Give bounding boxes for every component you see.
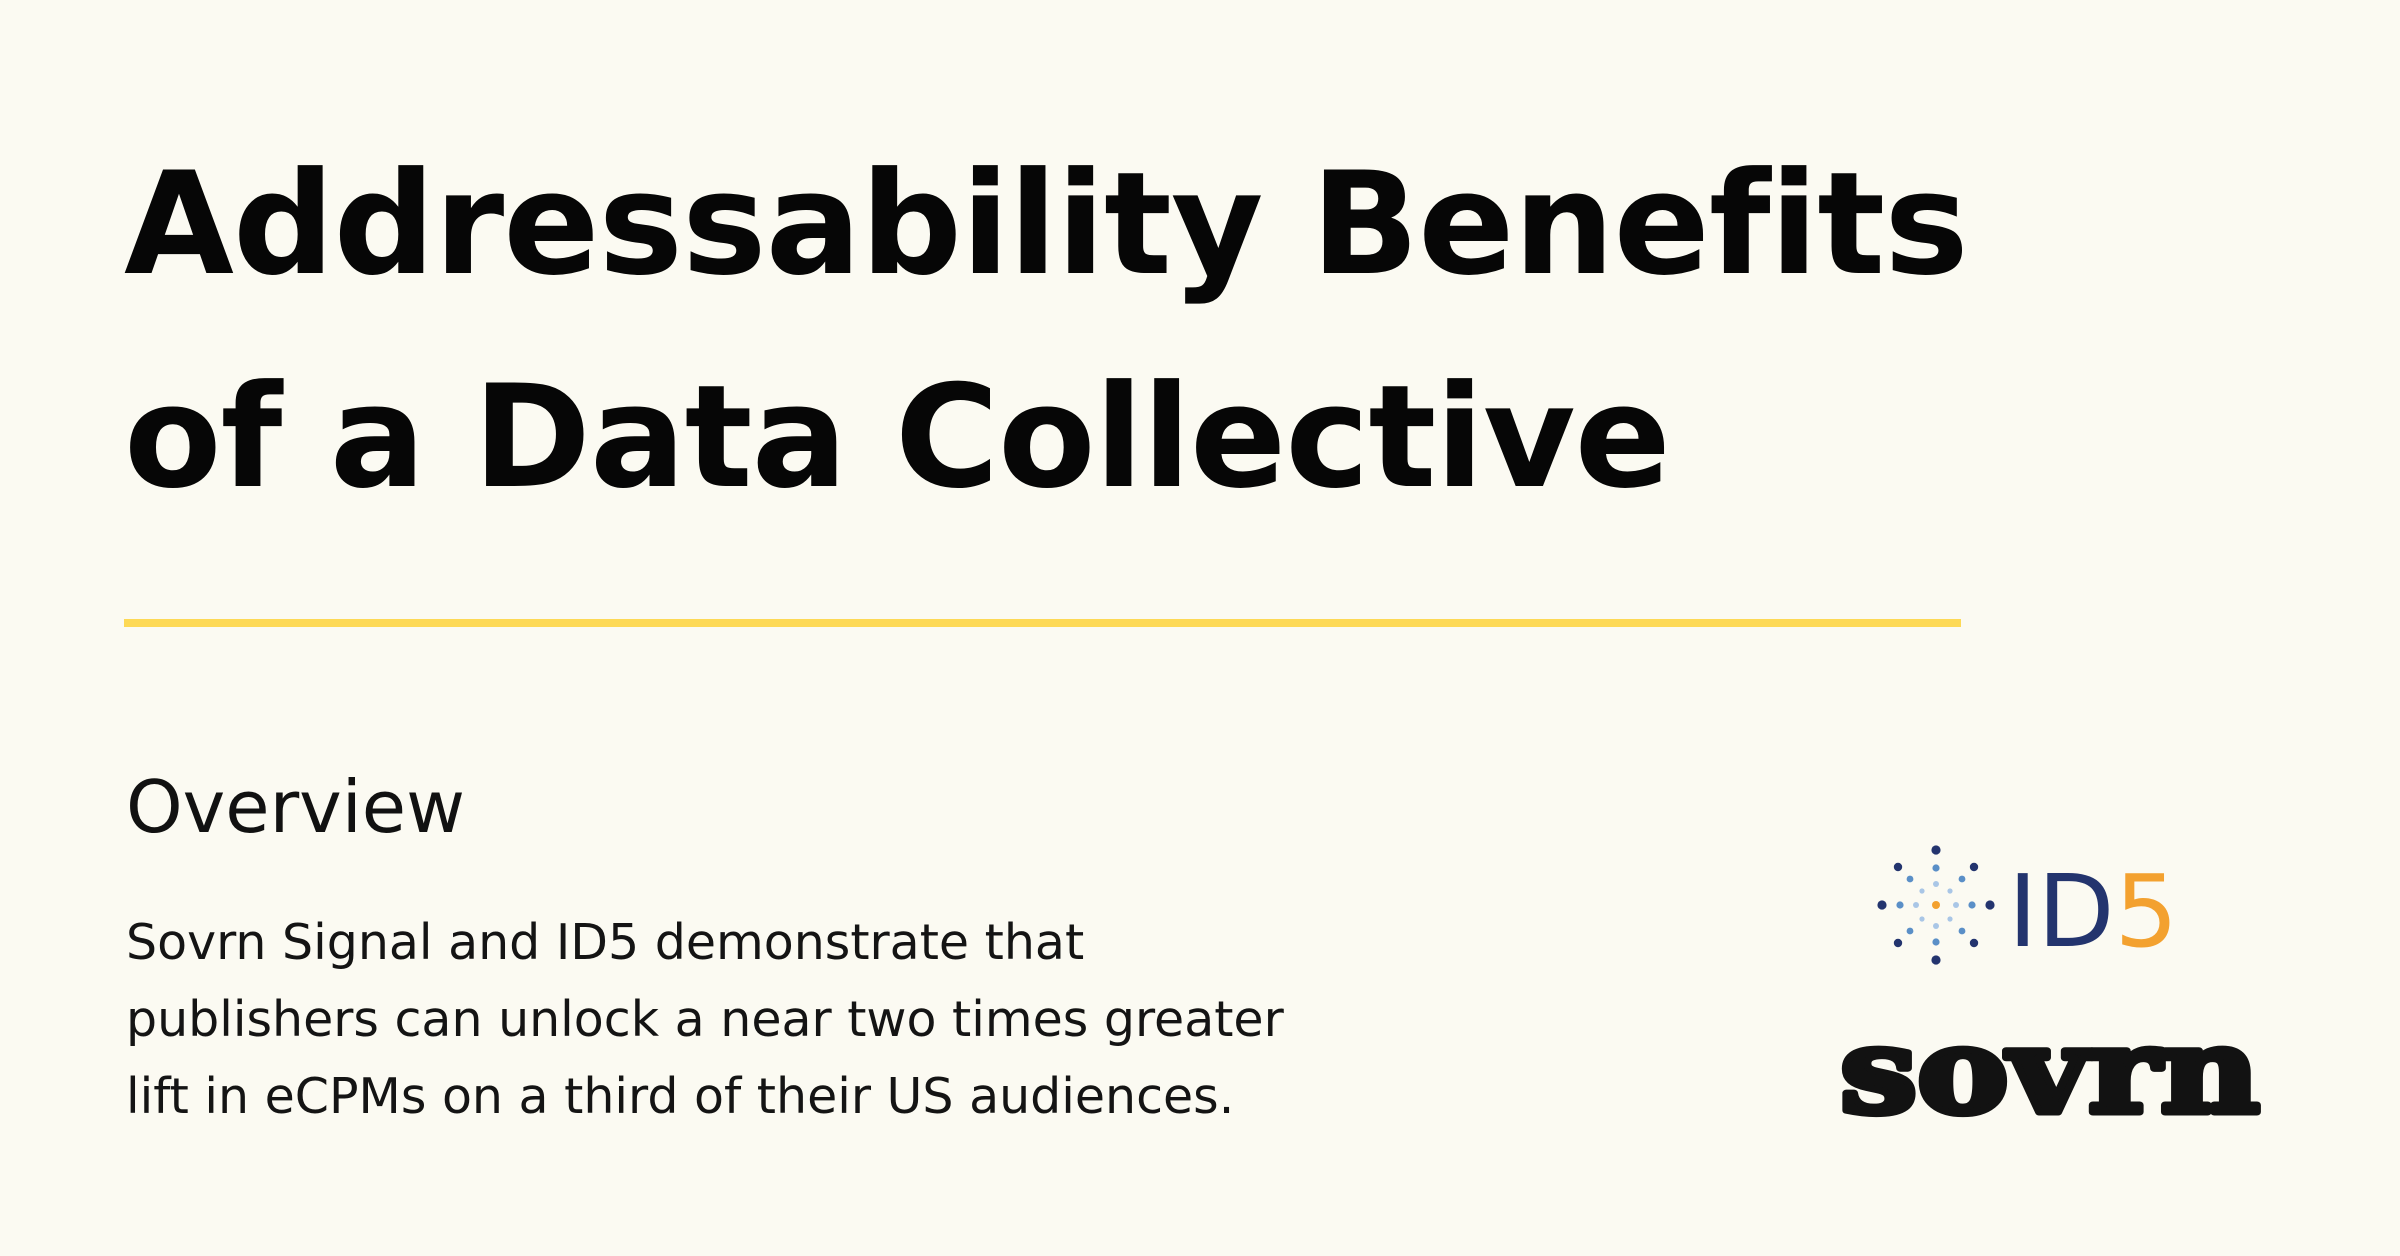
title-line-2: of a Data Collective [124,355,1671,520]
page-title: Addressability Benefits of a Data Collec… [124,118,2124,544]
svg-text:ID5: ID5 [2008,853,2178,970]
overview-line-1: Sovrn Signal and ID5 demonstrate that [126,914,1085,971]
title-line-1: Addressability Benefits [124,142,1969,307]
id5-letters: ID [2008,853,2115,970]
accent-divider [124,619,1961,627]
sovrn-logo: sovrn [1837,1016,2264,1126]
overview-line-2: publishers can unlock a near two times g… [126,991,1284,1048]
overview-heading: Overview [126,765,465,849]
overview-paragraph: Sovrn Signal and ID5 demonstrate that pu… [126,904,1284,1135]
sovrn-wordmark: sovrn [1840,1016,2260,1126]
id5-digit: 5 [2115,853,2179,970]
id5-starburst-icon [1877,845,1995,965]
overview-line-3: lift in eCPMs on a third of their US aud… [126,1068,1235,1125]
id5-logo: ID5 [1877,845,2178,970]
